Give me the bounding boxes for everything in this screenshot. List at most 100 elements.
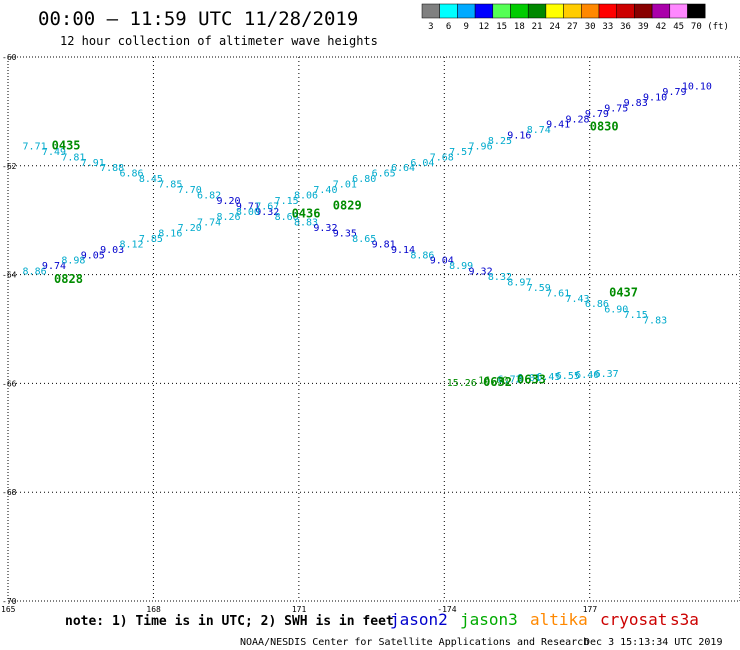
- swh-point: 7.40: [313, 185, 337, 196]
- y-tick-label: -64: [2, 271, 17, 280]
- swh-point: 9.05: [81, 250, 105, 261]
- chart-title: 00:00 – 11:59 UTC 11/28/2019: [38, 8, 358, 30]
- swh-point: 6.64: [391, 163, 415, 174]
- colorbar-label: 9: [464, 22, 469, 32]
- swh-point: 8.98: [61, 256, 85, 267]
- swh-point: 7.88: [100, 163, 124, 174]
- colorbar-label: 6: [446, 22, 451, 32]
- swh-point: 9.79: [662, 87, 686, 98]
- colorbar-label: 24: [549, 22, 560, 32]
- pass-time-label: 0828: [54, 272, 83, 286]
- colorbar-label: 15: [496, 22, 507, 32]
- pass-time-label: 0436: [292, 206, 321, 220]
- swh-point: 8.32: [488, 272, 512, 283]
- colorbar-label: 12: [479, 22, 490, 32]
- swh-point: 9.83: [624, 98, 648, 109]
- swh-point: 8.86: [23, 267, 47, 278]
- swh-point: 7.68: [430, 152, 454, 163]
- colorbar-label: 30: [585, 22, 596, 32]
- swh-point: 7.57: [449, 147, 473, 158]
- time-labels: 0435 0437 0828 0436 0829 0830 0632 0633: [52, 119, 638, 389]
- swh-point: 6.86: [119, 169, 143, 180]
- swh-point: 7.15: [275, 196, 299, 207]
- swh-point: 6.86: [585, 299, 609, 310]
- swh-point: 7.43: [565, 294, 589, 305]
- swh-point: 9.32: [469, 267, 493, 278]
- swh-point: 6.72: [498, 374, 522, 385]
- colorbar-swatch: [545, 3, 564, 19]
- swh-point: 9.74: [42, 261, 66, 272]
- swh-point: 6.37: [595, 369, 619, 380]
- swh-point: 8.06: [294, 190, 318, 201]
- plot-frame: [7, 56, 740, 602]
- footer-timestamp: Dec 3 15:13:34 UTC 2019: [584, 637, 722, 648]
- swh-point: 16.00: [478, 375, 508, 386]
- colorbar-label: 39: [638, 22, 649, 32]
- swh-point: 9.32: [255, 207, 279, 218]
- colorbar-unit: (ft): [707, 22, 729, 32]
- swh-point: 15.26: [447, 378, 477, 389]
- colorbar-swatch: [669, 3, 688, 19]
- colorbar-swatch: [687, 3, 706, 19]
- swh-point: 8.26: [216, 212, 240, 223]
- swh-point: 7.85: [139, 234, 163, 245]
- swh-point: 6.40: [575, 370, 599, 381]
- x-tick-label: 177: [583, 605, 598, 614]
- swh-point: 9.14: [391, 245, 415, 256]
- swh-point: 9.35: [333, 229, 357, 240]
- swh-point: 8.99: [449, 261, 473, 272]
- swh-point: 7.61: [546, 288, 570, 299]
- swh-point: 8.60: [275, 212, 299, 223]
- swh-point: 7.49: [42, 147, 66, 158]
- swh-point: 7.20: [178, 223, 202, 234]
- colorbar-label: 36: [620, 22, 631, 32]
- swh-point: 6.45: [536, 372, 560, 383]
- chart-header: 00:00 – 11:59 UTC 11/28/2019 12 hour col…: [38, 8, 378, 48]
- swh-point: 6.01: [517, 373, 541, 384]
- swh-point: 7.71: [23, 141, 47, 152]
- swh-point: 6.90: [604, 305, 628, 316]
- swh-point: 7.81: [61, 152, 85, 163]
- units-note: note: 1) Time is in UTC; 2) SWH is in fe…: [65, 614, 394, 629]
- swh-point: 8.12: [119, 239, 143, 250]
- swh-point: 7.74: [197, 218, 221, 229]
- swh-point: 6.82: [197, 190, 221, 201]
- swh-point: 9.75: [604, 103, 628, 114]
- colorbar-label: 45: [673, 22, 684, 32]
- colorbar-swatch: [581, 3, 600, 19]
- colorbar-swatch: [492, 3, 511, 19]
- swh-point: 7.96: [469, 141, 493, 152]
- swh-point: 10.10: [682, 82, 712, 93]
- chart-subtitle: 12 hour collection of altimeter wave hei…: [60, 34, 378, 48]
- colorbar-label: 70: [691, 22, 702, 32]
- x-tick-label: 171: [292, 605, 307, 614]
- swh-point: 9.03: [100, 245, 124, 256]
- pass-time-label: 0632: [483, 375, 512, 389]
- y-tick-label: -62: [2, 162, 17, 171]
- swh-point: 7.15: [624, 310, 648, 321]
- colorbar-swatch: [510, 3, 529, 19]
- colorbar-swatch: [651, 3, 671, 19]
- swh-point: 9.32: [313, 223, 337, 234]
- colorbar-swatch: [421, 3, 440, 19]
- colorbar-swatch: [598, 3, 617, 19]
- swh-point: 9.81: [372, 239, 396, 250]
- swh-point: 9.79: [585, 109, 609, 120]
- data-points: 7.717.497.817.917.886.868.457.857.706.82…: [23, 82, 712, 389]
- colorbar-label: 42: [656, 22, 667, 32]
- colorbar-swatch: [474, 3, 494, 19]
- colorbar-label: 27: [567, 22, 578, 32]
- y-axis-ticks: -60 -62 -64 -66 -68 -70: [2, 53, 17, 606]
- x-axis-ticks: 165 168 171 -174 177: [1, 605, 597, 614]
- pass-time-label: 0829: [333, 198, 362, 212]
- y-tick-label: -68: [2, 488, 17, 497]
- swh-point: 6.65: [372, 169, 396, 180]
- satellite-cryosat: cryosat: [600, 610, 667, 629]
- swh-point: 7.91: [81, 158, 105, 169]
- colorbar-swatch: [616, 3, 635, 19]
- colorbar-swatch: [563, 3, 582, 19]
- colorbar-swatch: [527, 3, 547, 19]
- y-tick-label: -70: [2, 597, 17, 606]
- swh-point: 8.16: [158, 229, 182, 240]
